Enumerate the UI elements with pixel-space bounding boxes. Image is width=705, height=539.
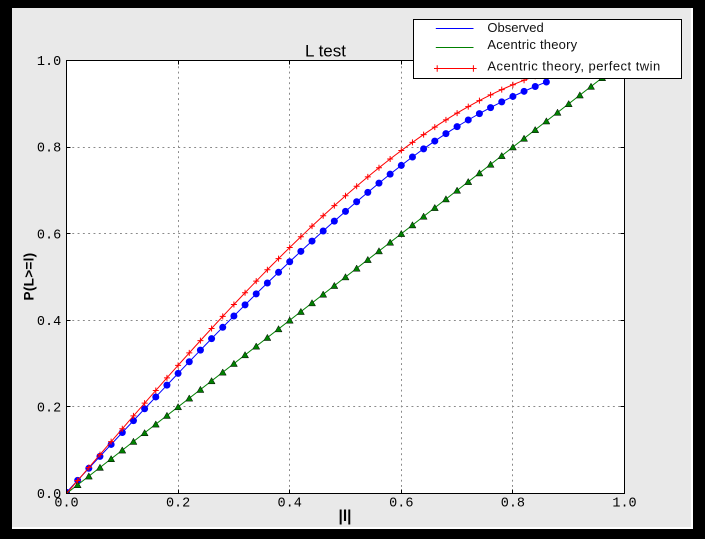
svg-text:0.2: 0.2 — [37, 402, 61, 417]
svg-text:1.0: 1.0 — [612, 497, 636, 512]
svg-text:1.0: 1.0 — [37, 55, 61, 70]
svg-text:0.0: 0.0 — [54, 497, 78, 512]
svg-text:Observed: Observed — [487, 20, 543, 35]
svg-text:0.4: 0.4 — [278, 497, 302, 512]
svg-text:0.6: 0.6 — [389, 497, 413, 512]
svg-text:P(L>=l): P(L>=l) — [22, 253, 37, 301]
svg-text:L test: L test — [305, 42, 346, 61]
svg-text:Acentric theory, perfect twin: Acentric theory, perfect twin — [487, 58, 660, 73]
svg-text:0.6: 0.6 — [37, 228, 61, 243]
svg-text:0.0: 0.0 — [37, 488, 61, 503]
svg-text:0.8: 0.8 — [501, 497, 525, 512]
svg-text:0.8: 0.8 — [37, 142, 61, 157]
svg-text:|l|: |l| — [339, 508, 352, 525]
svg-text:0.4: 0.4 — [37, 315, 61, 330]
svg-text:0.2: 0.2 — [166, 497, 190, 512]
svg-text:Acentric theory: Acentric theory — [487, 37, 577, 52]
